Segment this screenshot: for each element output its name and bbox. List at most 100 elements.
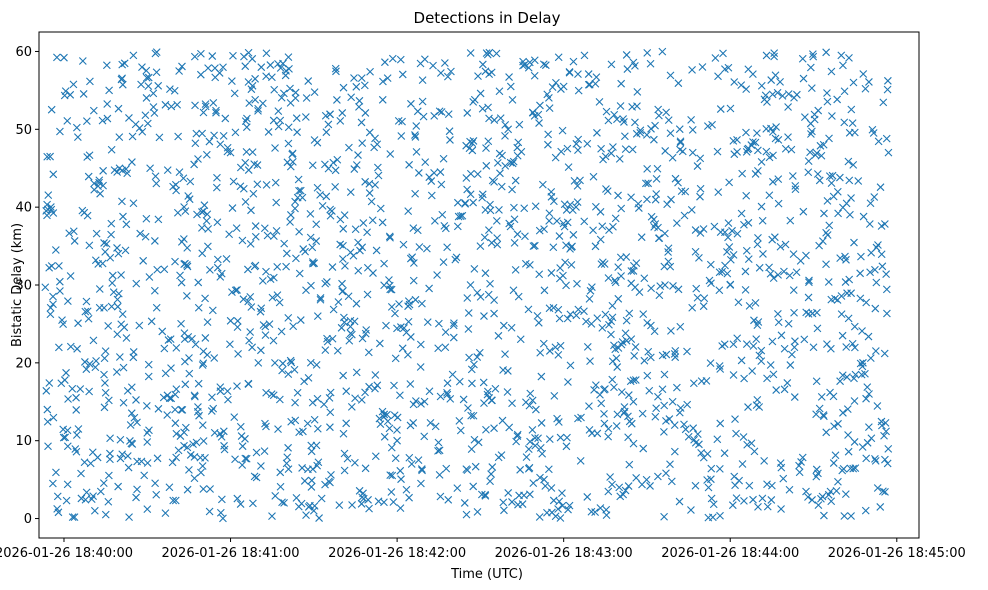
data-point	[186, 177, 195, 186]
data-point	[261, 419, 269, 428]
data-point	[269, 232, 278, 241]
data-point	[696, 229, 705, 237]
data-point	[580, 217, 589, 226]
data-point	[386, 285, 395, 294]
data-point	[84, 172, 93, 181]
data-point	[335, 501, 344, 510]
data-point	[406, 421, 415, 430]
data-point	[754, 318, 763, 326]
data-point	[409, 400, 418, 409]
data-point	[151, 479, 159, 488]
data-point	[253, 180, 262, 189]
data-point	[504, 489, 513, 497]
data-point	[573, 279, 581, 288]
data-point	[641, 179, 650, 188]
data-point	[188, 334, 196, 343]
data-point	[545, 435, 554, 443]
data-point	[662, 469, 670, 478]
data-point	[261, 331, 270, 339]
data-point	[551, 153, 560, 162]
data-point	[434, 319, 443, 328]
data-point	[371, 180, 379, 189]
data-point	[249, 189, 258, 198]
data-point	[526, 389, 535, 398]
data-point	[56, 287, 64, 295]
data-point	[333, 346, 342, 355]
data-point	[807, 130, 815, 138]
data-point	[809, 52, 818, 61]
data-point	[556, 341, 565, 350]
data-point	[201, 334, 210, 342]
data-point	[538, 449, 547, 458]
data-point	[823, 97, 832, 106]
data-point	[282, 249, 291, 258]
data-point	[770, 49, 779, 57]
data-point	[129, 353, 138, 362]
data-point	[817, 393, 826, 401]
data-point	[150, 237, 159, 245]
data-point	[529, 242, 538, 251]
data-point	[244, 48, 253, 57]
data-point	[286, 99, 295, 107]
data-point	[487, 470, 495, 478]
data-point	[554, 53, 563, 62]
data-point	[228, 204, 237, 212]
data-point	[107, 230, 115, 239]
data-point	[823, 196, 832, 205]
data-point	[758, 494, 767, 503]
data-point	[812, 149, 821, 158]
data-point	[563, 144, 572, 153]
data-point	[697, 448, 706, 457]
data-point	[511, 265, 520, 274]
data-point	[671, 353, 680, 362]
data-point	[122, 220, 131, 229]
data-point	[443, 388, 451, 397]
data-point	[859, 212, 868, 221]
data-point	[229, 51, 237, 60]
data-point	[463, 109, 472, 117]
data-point	[591, 242, 600, 251]
data-point	[336, 240, 345, 249]
data-point	[246, 328, 255, 336]
data-point	[107, 219, 116, 228]
data-point	[95, 303, 104, 312]
data-point	[533, 311, 542, 320]
data-point	[530, 241, 539, 250]
data-point	[620, 132, 629, 141]
data-point	[443, 390, 452, 399]
data-point	[820, 209, 828, 218]
data-point	[838, 371, 847, 380]
data-point	[845, 275, 854, 284]
data-point	[653, 164, 662, 173]
data-point	[861, 369, 869, 378]
data-point	[437, 180, 446, 189]
data-point	[744, 403, 752, 411]
data-point	[45, 263, 54, 272]
data-point	[74, 425, 83, 433]
data-point	[591, 508, 599, 516]
data-point	[744, 144, 753, 153]
data-point	[658, 47, 667, 56]
data-point	[431, 422, 440, 431]
data-point	[104, 321, 113, 330]
data-point	[859, 70, 868, 78]
data-point	[185, 369, 194, 378]
data-point	[327, 207, 336, 215]
data-point	[365, 504, 373, 513]
data-point	[430, 111, 439, 120]
data-point	[388, 54, 397, 63]
data-point	[805, 278, 813, 287]
data-point	[615, 154, 624, 163]
data-point	[596, 235, 605, 244]
data-point	[652, 174, 661, 183]
data-point	[198, 361, 207, 369]
data-point	[774, 175, 783, 183]
data-point	[434, 344, 443, 353]
data-point	[514, 292, 523, 301]
data-point	[590, 385, 598, 394]
data-point	[46, 303, 55, 312]
data-point	[178, 62, 186, 71]
data-point	[709, 500, 718, 509]
data-point	[827, 67, 836, 76]
data-point	[284, 465, 293, 473]
